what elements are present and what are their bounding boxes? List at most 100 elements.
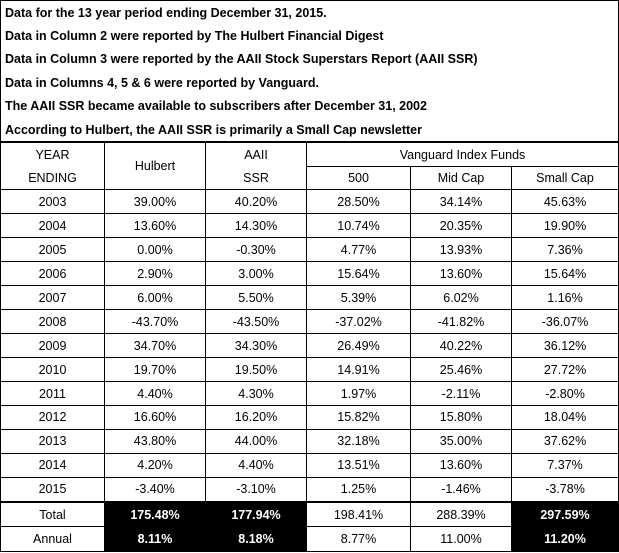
table-row: 2005 0.00% -0.30% 4.77% 13.93% 7.36% — [0, 237, 619, 263]
cell-year: 2011 — [0, 381, 105, 406]
note-hulbert-source: Data in Column 2 were reported by The Hu… — [0, 24, 619, 48]
cell-hulbert: 39.00% — [104, 189, 206, 215]
annual-mid: 11.00% — [410, 526, 512, 552]
cell-small: 45.63% — [510, 189, 619, 215]
cell-year: 2015 — [0, 476, 105, 503]
table-row: 2006 2.90% 3.00% 15.64% 13.60% 15.64% — [0, 261, 619, 287]
cell-v500: 1.97% — [306, 381, 411, 406]
cell-v500: 15.82% — [306, 405, 411, 430]
cell-hulbert: 19.70% — [104, 357, 206, 383]
cell-mid: 15.80% — [410, 405, 512, 430]
cell-aaii: -43.50% — [205, 309, 307, 335]
cell-mid: 13.60% — [410, 452, 512, 478]
cell-aaii: 34.30% — [205, 333, 307, 359]
cell-small: -3.78% — [510, 476, 619, 503]
cell-mid: 25.46% — [410, 357, 512, 383]
cell-mid: 40.22% — [410, 333, 512, 359]
cell-hulbert: 16.60% — [104, 405, 206, 430]
header-ending: ENDING — [0, 166, 105, 191]
cell-year: 2014 — [0, 452, 105, 478]
header-vanguard: Vanguard Index Funds — [305, 141, 619, 167]
annual-row: Annual 8.11% 8.18% 8.77% 11.00% 11.20% — [0, 526, 619, 552]
cell-year: 2008 — [0, 309, 105, 335]
cell-mid: 13.93% — [410, 237, 512, 263]
total-label: Total — [0, 500, 105, 528]
annual-hulbert: 8.11% — [104, 526, 206, 552]
cell-small: 36.12% — [510, 333, 619, 359]
cell-aaii: 4.30% — [205, 381, 307, 406]
cell-v500: 1.25% — [306, 476, 411, 503]
total-row: Total 175.48% 177.94% 198.41% 288.39% 297.59% — [0, 500, 619, 528]
cell-hulbert: 2.90% — [104, 261, 206, 287]
cell-mid: 35.00% — [410, 428, 512, 454]
cell-small: 7.36% — [510, 237, 619, 263]
cell-small: -36.07% — [510, 309, 619, 335]
cell-year: 2003 — [0, 189, 105, 215]
cell-mid: 13.60% — [410, 261, 512, 287]
table-row: 2013 43.80% 44.00% 32.18% 35.00% 37.62% — [0, 428, 619, 454]
table-row: 2009 34.70% 34.30% 26.49% 40.22% 36.12% — [0, 333, 619, 359]
cell-hulbert: -43.70% — [104, 309, 206, 335]
total-small: 297.59% — [510, 500, 619, 528]
cell-v500: 13.51% — [306, 452, 411, 478]
cell-year: 2013 — [0, 428, 105, 454]
cell-v500: -37.02% — [306, 309, 411, 335]
table-row: 2010 19.70% 19.50% 14.91% 25.46% 27.72% — [0, 357, 619, 383]
header-hulbert: Hulbert — [104, 141, 206, 191]
table-row: 2012 16.60% 16.20% 15.82% 15.80% 18.04% — [0, 405, 619, 430]
cell-small: 37.62% — [510, 428, 619, 454]
cell-hulbert: -3.40% — [104, 476, 206, 503]
annual-label: Annual — [0, 526, 105, 552]
note-vanguard-source: Data in Columns 4, 5 & 6 were reported b… — [0, 71, 619, 95]
cell-small: 15.64% — [510, 261, 619, 287]
annual-small: 11.20% — [510, 526, 619, 552]
cell-hulbert: 0.00% — [104, 237, 206, 263]
note-period: Data for the 13 year period ending Decem… — [0, 0, 619, 25]
table-row: 2004 13.60% 14.30% 10.74% 20.35% 19.90% — [0, 213, 619, 239]
cell-mid: 6.02% — [410, 285, 512, 311]
cell-aaii: 14.30% — [205, 213, 307, 239]
header-aaii: AAII — [205, 141, 307, 167]
table-row: 2007 6.00% 5.50% 5.39% 6.02% 1.16% — [0, 285, 619, 311]
cell-year: 2007 — [0, 285, 105, 311]
cell-v500: 4.77% — [306, 237, 411, 263]
cell-year: 2009 — [0, 333, 105, 359]
cell-year: 2004 — [0, 213, 105, 239]
cell-small: 7.37% — [510, 452, 619, 478]
cell-hulbert: 13.60% — [104, 213, 206, 239]
header-ssr: SSR — [205, 166, 307, 191]
cell-v500: 5.39% — [306, 285, 411, 311]
cell-v500: 28.50% — [306, 189, 411, 215]
cell-v500: 10.74% — [306, 213, 411, 239]
cell-aaii: -0.30% — [205, 237, 307, 263]
cell-small: 19.90% — [510, 213, 619, 239]
header-mid-cap: Mid Cap — [410, 165, 512, 191]
cell-aaii: 40.20% — [205, 189, 307, 215]
cell-v500: 14.91% — [306, 357, 411, 383]
cell-year: 2006 — [0, 261, 105, 287]
cell-aaii: 3.00% — [205, 261, 307, 287]
cell-hulbert: 6.00% — [104, 285, 206, 311]
header-year: YEAR — [0, 141, 105, 167]
table-row: 2015 -3.40% -3.10% 1.25% -1.46% -3.78% — [0, 476, 619, 503]
header-500: 500 — [306, 165, 411, 191]
cell-aaii: 5.50% — [205, 285, 307, 311]
cell-hulbert: 43.80% — [104, 428, 206, 454]
cell-aaii: 4.40% — [205, 452, 307, 478]
cell-year: 2005 — [0, 237, 105, 263]
annual-v500: 8.77% — [306, 526, 411, 552]
table-row: 2014 4.20% 4.40% 13.51% 13.60% 7.37% — [0, 452, 619, 478]
note-aaii-availability: The AAII SSR became available to subscri… — [0, 94, 619, 118]
cell-small: 27.72% — [510, 357, 619, 383]
cell-v500: 26.49% — [306, 333, 411, 359]
header-small-cap: Small Cap — [510, 165, 619, 191]
cell-aaii: 19.50% — [205, 357, 307, 383]
cell-hulbert: 34.70% — [104, 333, 206, 359]
note-small-cap: According to Hulbert, the AAII SSR is pr… — [0, 117, 619, 144]
total-hulbert: 175.48% — [104, 500, 206, 528]
note-aaii-source: Data in Column 3 were reported by the AA… — [0, 47, 619, 72]
cell-mid: -41.82% — [410, 309, 512, 335]
cell-small: 18.04% — [510, 405, 619, 430]
cell-small: 1.16% — [510, 285, 619, 311]
